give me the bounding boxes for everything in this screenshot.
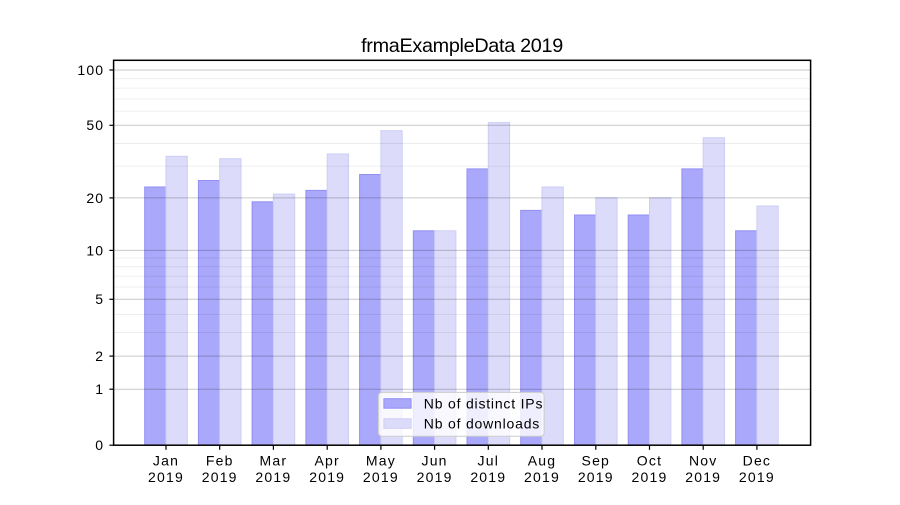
svg-text:2019: 2019 [685, 469, 721, 485]
svg-text:2019: 2019 [578, 469, 614, 485]
svg-text:Nb of downloads: Nb of downloads [424, 415, 540, 431]
svg-text:2019: 2019 [739, 469, 775, 485]
svg-text:2019: 2019 [417, 469, 453, 485]
svg-text:2019: 2019 [363, 469, 399, 485]
svg-text:2019: 2019 [202, 469, 238, 485]
svg-text:2019: 2019 [309, 469, 345, 485]
svg-text:1: 1 [95, 381, 104, 397]
svg-text:Oct: Oct [637, 452, 662, 468]
svg-text:0: 0 [95, 437, 104, 453]
svg-text:2019: 2019 [524, 469, 560, 485]
svg-text:Mar: Mar [260, 452, 288, 468]
svg-text:50: 50 [86, 117, 104, 133]
svg-text:May: May [366, 452, 396, 468]
svg-text:Nb of distinct IPs: Nb of distinct IPs [424, 395, 543, 411]
svg-text:Feb: Feb [206, 452, 234, 468]
svg-text:10: 10 [86, 242, 104, 258]
svg-text:Sep: Sep [582, 452, 611, 468]
svg-text:2: 2 [95, 348, 104, 364]
svg-text:100: 100 [77, 62, 104, 78]
svg-text:Dec: Dec [743, 452, 772, 468]
svg-text:Aug: Aug [528, 452, 557, 468]
svg-text:2019: 2019 [470, 469, 506, 485]
svg-text:2019: 2019 [148, 469, 184, 485]
svg-text:Nov: Nov [689, 452, 718, 468]
svg-text:Jan: Jan [153, 452, 179, 468]
svg-text:Jun: Jun [422, 452, 448, 468]
svg-text:2019: 2019 [632, 469, 668, 485]
svg-text:20: 20 [86, 190, 104, 206]
svg-text:Jul: Jul [478, 452, 500, 468]
svg-text:Apr: Apr [315, 452, 340, 468]
svg-text:5: 5 [95, 291, 104, 307]
svg-text:frmaExampleData 2019: frmaExampleData 2019 [361, 35, 563, 57]
svg-text:2019: 2019 [255, 469, 291, 485]
